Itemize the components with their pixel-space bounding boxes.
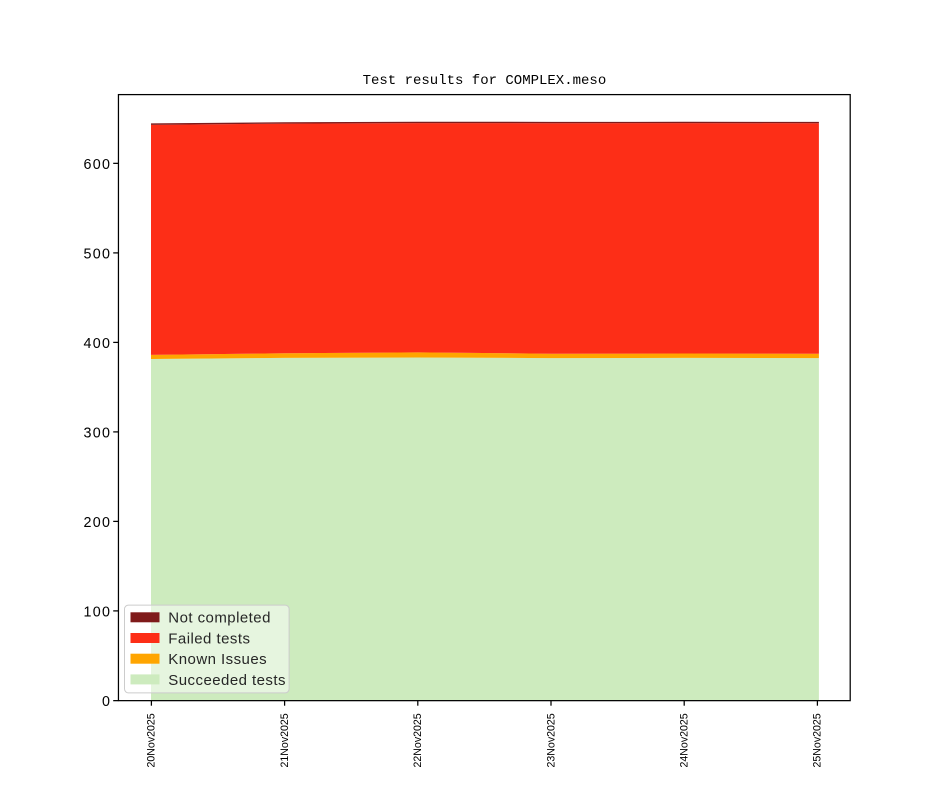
svg-text:200: 200 [84,515,112,531]
svg-text:22Nov2025: 22Nov2025 [412,713,424,767]
svg-text:300: 300 [84,426,112,442]
svg-text:21Nov2025: 21Nov2025 [279,713,291,767]
svg-text:Succeeded tests: Succeeded tests [168,672,286,689]
svg-text:500: 500 [84,247,112,263]
svg-text:20Nov2025: 20Nov2025 [146,713,158,767]
svg-text:0: 0 [102,694,111,710]
svg-text:25Nov2025: 25Nov2025 [812,713,824,767]
svg-text:600: 600 [84,157,112,173]
svg-text:100: 100 [84,605,112,621]
svg-text:Known Issues: Known Issues [168,651,267,668]
svg-text:23Nov2025: 23Nov2025 [545,713,557,767]
svg-text:24Nov2025: 24Nov2025 [679,713,691,767]
svg-text:Failed tests: Failed tests [168,630,250,647]
svg-text:Not completed: Not completed [168,610,271,627]
svg-text:Test results for COMPLEX.meso: Test results for COMPLEX.meso [363,73,607,89]
svg-text:400: 400 [84,336,112,352]
